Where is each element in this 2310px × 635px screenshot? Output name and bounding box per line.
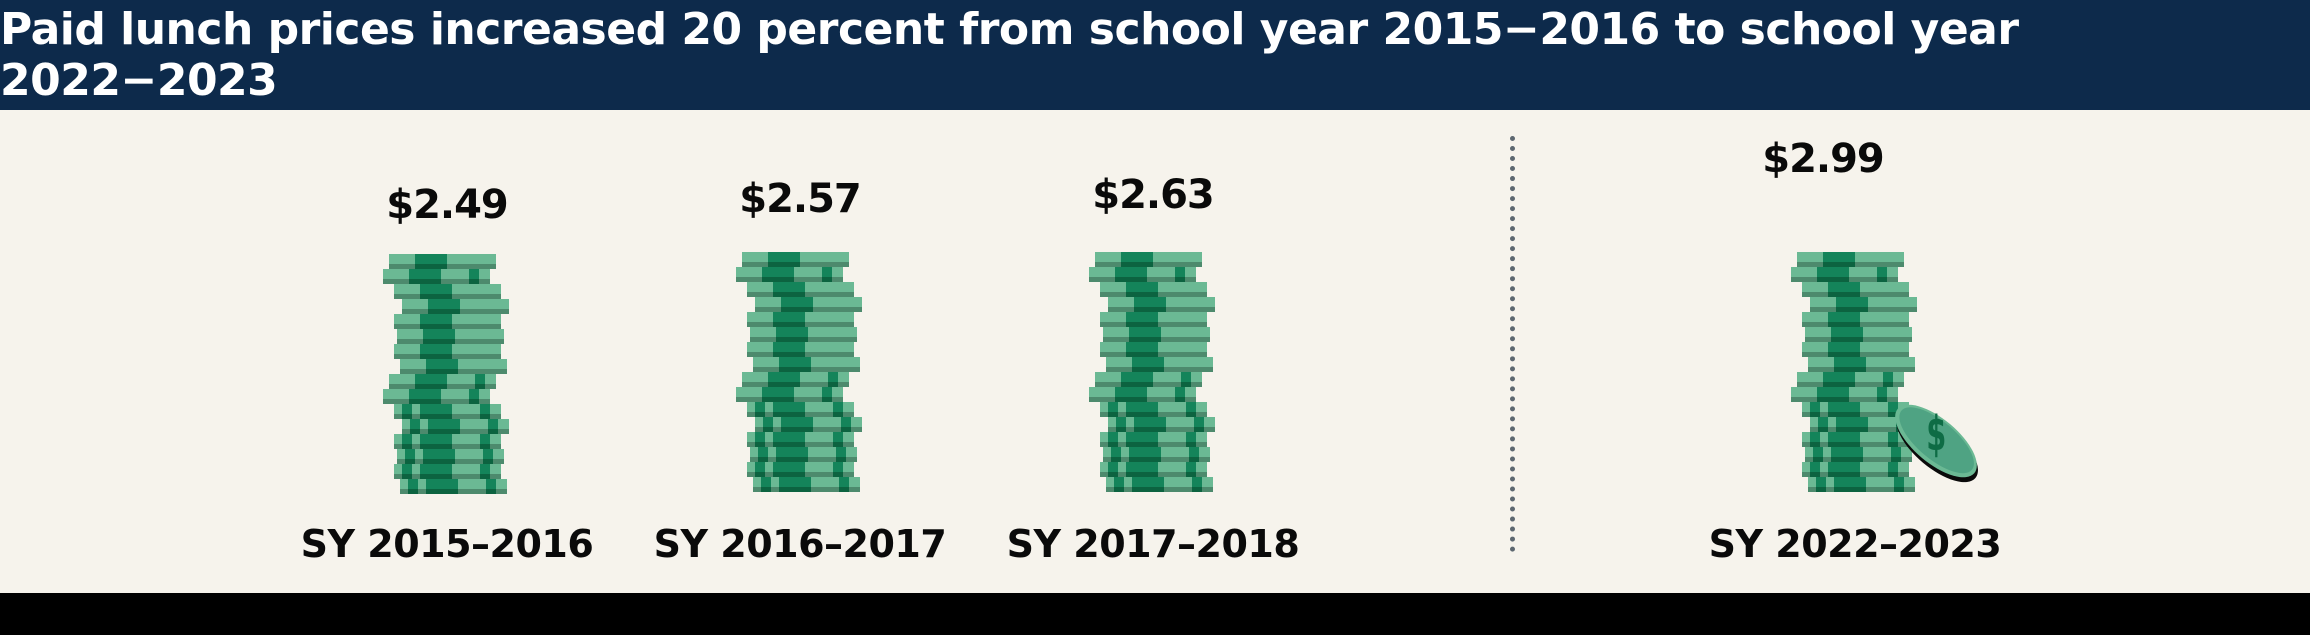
- price-label: $2.63: [1092, 172, 1215, 218]
- money-stack-icon: [736, 248, 866, 498]
- money-stack-icon: [383, 254, 513, 498]
- column-sy-2016-2017: $2.57 SY 2016–2017: [650, 110, 950, 593]
- money-stack-icon: [1089, 242, 1219, 498]
- price-label: $2.99: [1762, 136, 1885, 182]
- year-label: SY 2016–2017: [653, 522, 947, 566]
- bottom-band: [0, 593, 2310, 635]
- chart-title: Paid lunch prices increased 20 percent f…: [0, 4, 2019, 106]
- year-label: SY 2017–2018: [1006, 522, 1300, 566]
- dollar-coin-icon: $: [1895, 404, 1978, 483]
- dotted-divider: [1510, 136, 1515, 552]
- header-banner: Paid lunch prices increased 20 percent f…: [0, 0, 2310, 110]
- price-label: $2.49: [386, 182, 509, 228]
- chart-panel: $2.49 SY 2015–2016 $2.57 SY 2016–2017 $2…: [0, 110, 2310, 593]
- year-label: SY 2015–2016: [300, 522, 594, 566]
- year-label: SY 2022–2023: [1708, 522, 2002, 566]
- column-sy-2022-2023: $2.99 $ SY 2022–2023: [1705, 110, 2005, 593]
- column-sy-2015-2016: $2.49 SY 2015–2016: [297, 110, 597, 593]
- money-stack-with-coin-icon: $: [1791, 206, 1978, 498]
- svg-text:$: $: [1926, 407, 1946, 463]
- column-sy-2017-2018: $2.63 SY 2017–2018: [1003, 110, 1303, 593]
- price-label: $2.57: [739, 176, 862, 222]
